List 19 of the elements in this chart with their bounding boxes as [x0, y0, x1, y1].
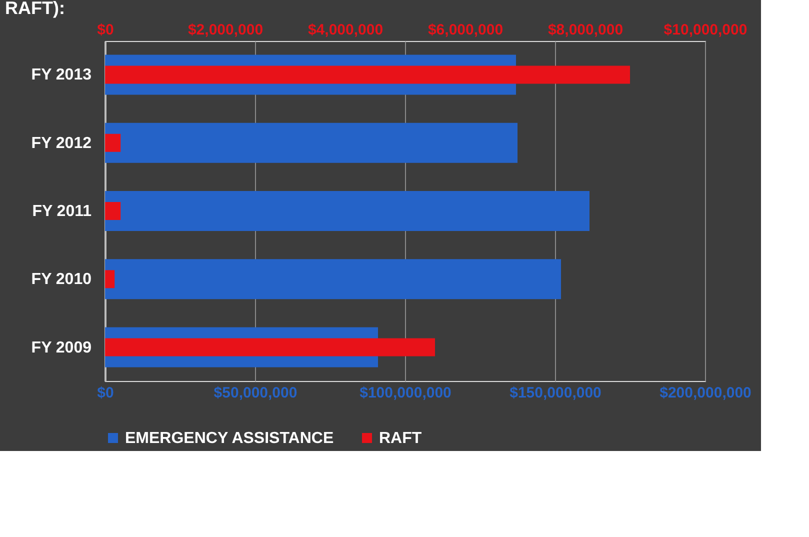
legend-label: RAFT — [379, 430, 422, 447]
x2-tick-label: $10,000,000 — [664, 22, 748, 38]
x-tick-label: $0 — [97, 384, 114, 402]
x2-tick-label: $6,000,000 — [428, 22, 504, 38]
x-tick-label: $50,000,000 — [214, 384, 298, 402]
x-tick-label: $100,000,000 — [360, 384, 452, 402]
x2-tick-label: $0 — [97, 22, 114, 38]
y-tick-label: FY 2013 — [31, 66, 92, 84]
y-tick-label: FY 2010 — [31, 271, 92, 288]
x2-tick-label: $8,000,000 — [548, 22, 624, 38]
legend-label: EMERGENCY ASSISTANCE — [125, 430, 334, 447]
x2-tick-label: $4,000,000 — [308, 22, 384, 38]
x-tick-label: $150,000,000 — [510, 384, 602, 402]
y-tick-label: FY 2011 — [32, 203, 92, 220]
x-tick-label: $200,000,000 — [660, 384, 752, 402]
x2-tick-label: $2,000,000 — [188, 22, 264, 38]
y-tick-label: FY 2009 — [31, 339, 92, 356]
chart-title: RAFT): — [5, 0, 65, 18]
y-tick-label: FY 2012 — [31, 134, 92, 152]
